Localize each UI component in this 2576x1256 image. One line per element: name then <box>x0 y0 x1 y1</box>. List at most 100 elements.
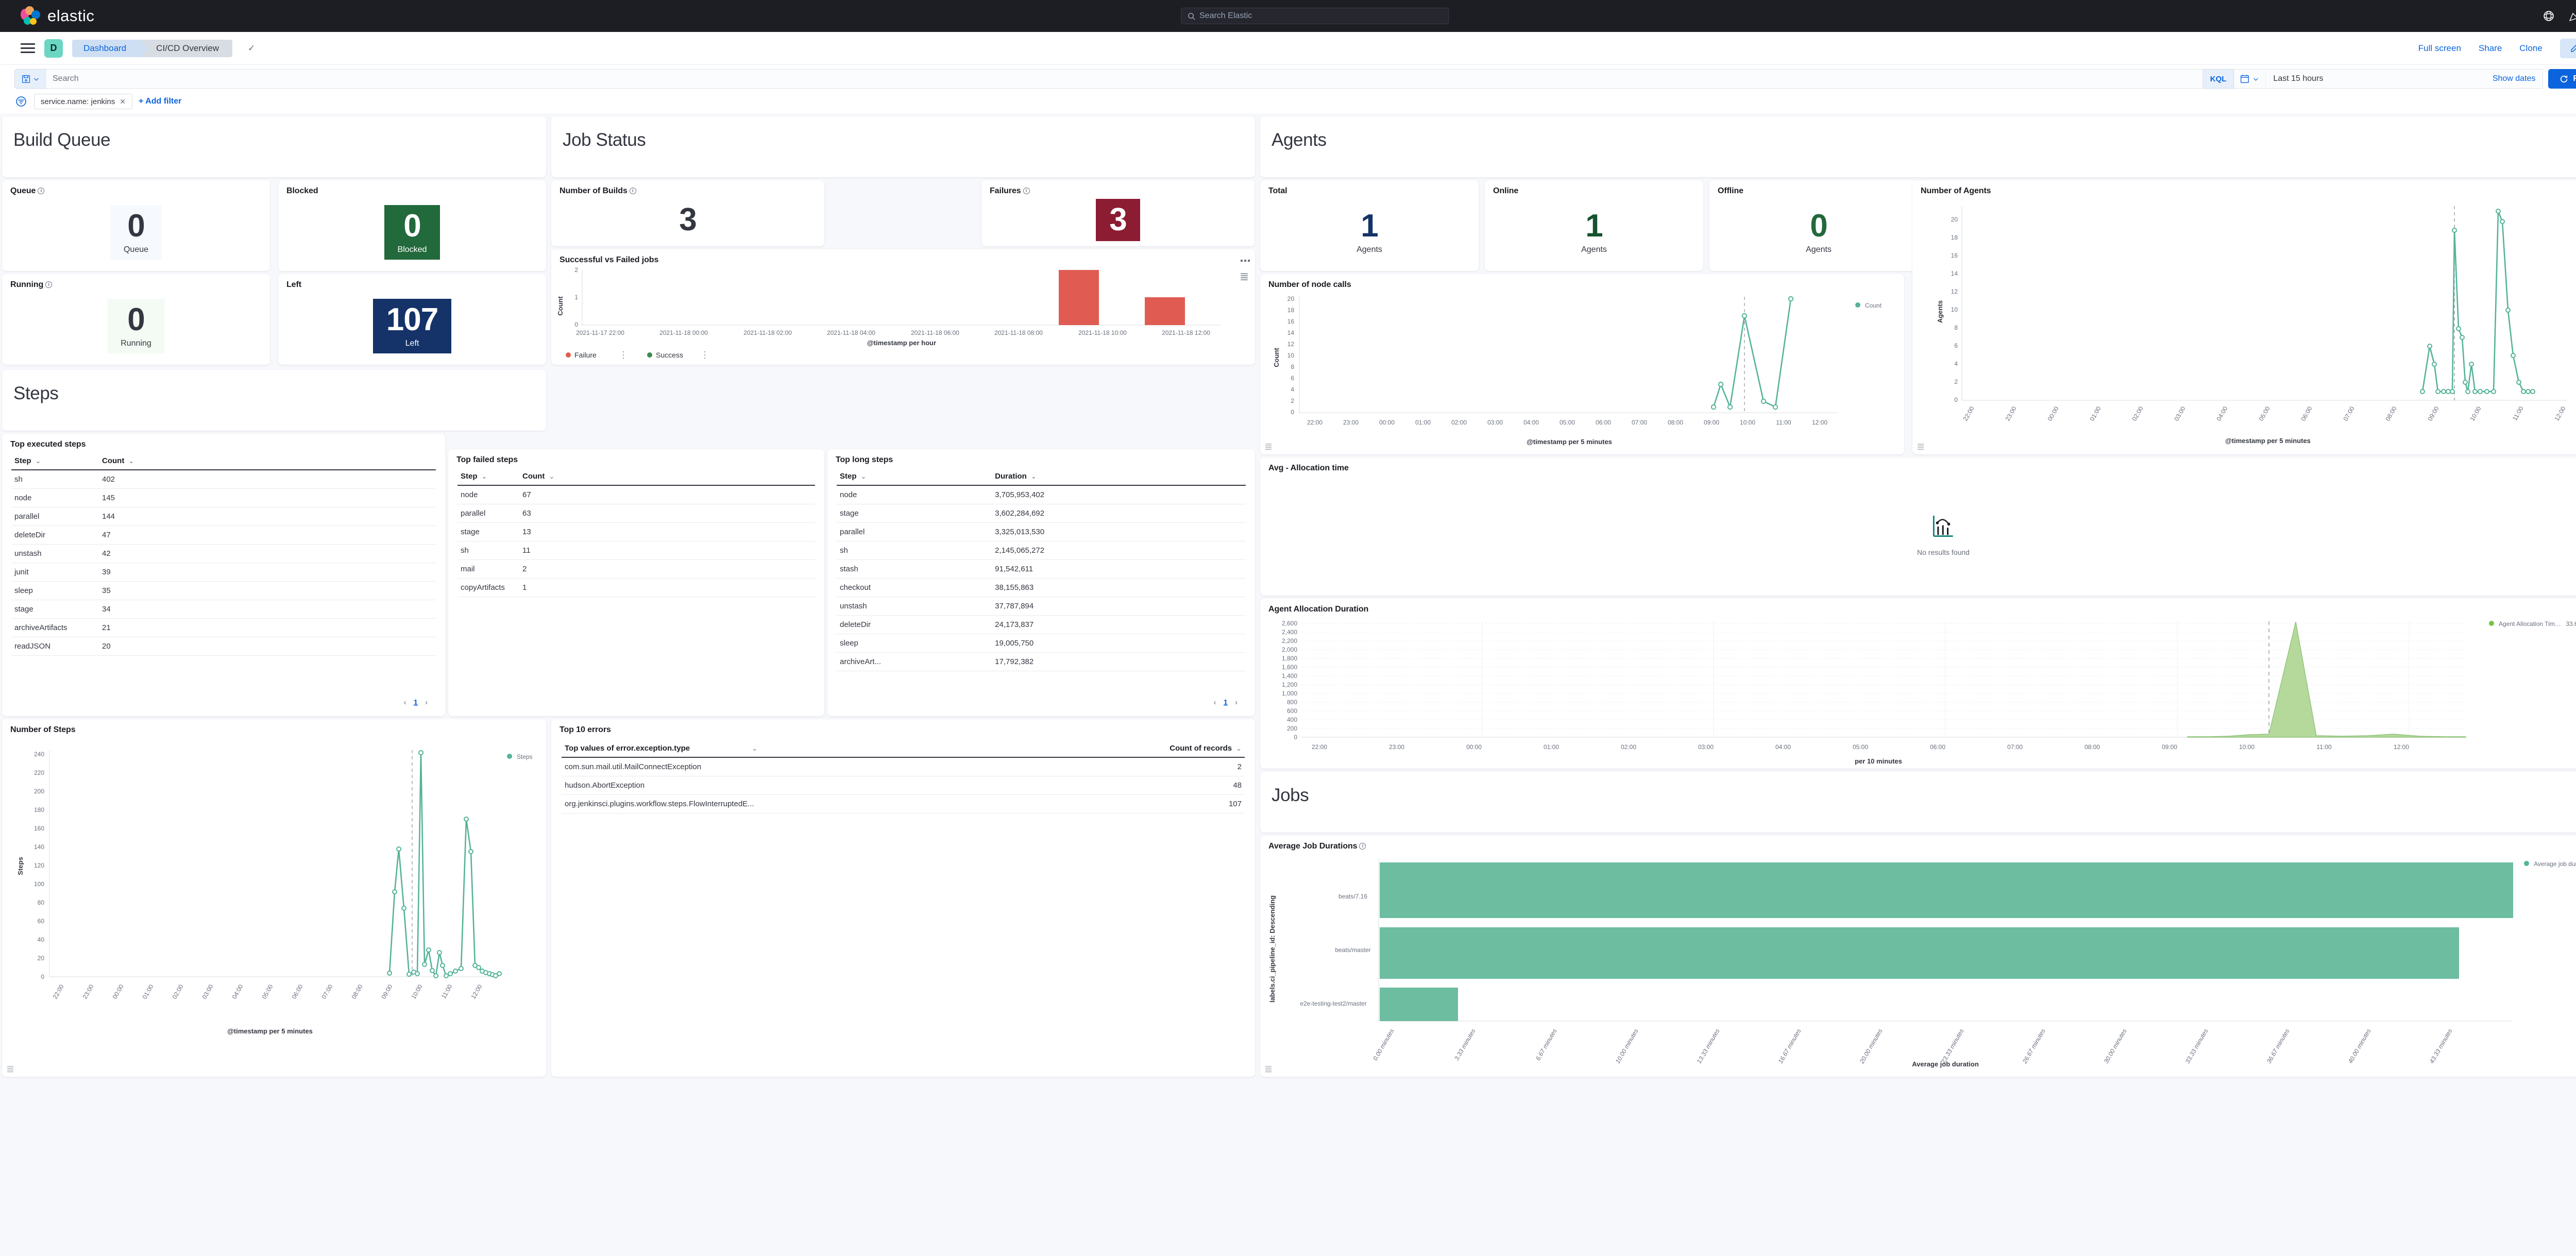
svg-text:22:00: 22:00 <box>51 983 65 1000</box>
svg-text:06:00: 06:00 <box>2299 405 2313 422</box>
panel-agent-allocation-duration[interactable]: Agent Allocation Duration 2,600 2,400 2,20… <box>1260 599 2576 769</box>
pagination[interactable]: ‹ 1 › <box>404 694 435 707</box>
legend-drag-handle[interactable] <box>622 350 626 360</box>
next-page-icon[interactable]: › <box>1235 698 1238 707</box>
show-dates-button[interactable]: Show dates <box>2492 74 2536 83</box>
panel-left[interactable]: Left 107 Left <box>278 274 546 365</box>
filter-pill-service-name[interactable]: service.name: jenkins ✕ <box>34 94 132 109</box>
page-number[interactable]: 1 <box>1223 698 1228 707</box>
panel-number-of-builds[interactable]: Number of Builds i 3 <box>551 180 824 246</box>
panel-number-of-steps[interactable]: Number of Steps 240 220 200 180 160 140 120 1… <box>2 719 546 1077</box>
empty-state: No results found <box>1260 473 2576 596</box>
legend-list-icon[interactable] <box>1917 443 1925 451</box>
svg-text:10: 10 <box>1951 306 1958 313</box>
column-header-step[interactable]: Step ⌄ <box>11 452 99 470</box>
section-title-jobs: Jobs <box>1272 785 1309 805</box>
panel-top-long-steps[interactable]: Top long steps Step ⌄ Duration ⌄ node 3,705… <box>827 449 1255 716</box>
panel-number-of-agents[interactable]: Number of Agents 20 18 16 14 12 10 8 6 4… <box>1912 180 2576 454</box>
legend-toggle-icon[interactable] <box>1240 272 1250 282</box>
column-header-duration[interactable]: Duration ⌄ <box>992 468 1246 486</box>
panel-jobs-header: Jobs <box>1260 772 2576 833</box>
date-picker[interactable]: Last 15 hours Show dates <box>2234 69 2544 89</box>
legend-drag-handle[interactable] <box>704 350 708 360</box>
info-icon[interactable]: i <box>1023 188 1030 194</box>
svg-text:10:00: 10:00 <box>1740 419 1755 426</box>
breadcrumb-item-current[interactable]: CI/CD Overview <box>140 39 233 57</box>
info-icon[interactable]: i <box>45 281 53 288</box>
column-header-error-type[interactable]: Top values of error.exception.type ⌄ <box>562 740 1026 758</box>
metric-total-label: Agents <box>1357 245 1382 254</box>
info-icon[interactable]: i <box>629 188 636 194</box>
refresh-button[interactable]: Refresh <box>2548 69 2576 89</box>
legend-item-failure[interactable]: Failure <box>566 351 622 359</box>
chart-successful-vs-failed-jobs: 2 1 0 Count 2021-11-17 22:00 2021-11-18 … <box>556 266 1221 347</box>
column-header-step[interactable]: Step ⌄ <box>457 468 519 486</box>
panel-menu-icon[interactable] <box>1241 256 1250 265</box>
calendar-button[interactable] <box>2234 70 2266 88</box>
svg-text:1,200: 1,200 <box>1282 681 1297 688</box>
panel-number-of-node-calls[interactable]: Number of node calls 20 18 16 14 12 10 8… <box>1260 274 1904 454</box>
next-page-icon[interactable]: › <box>425 698 428 707</box>
panel-successful-vs-failed-jobs[interactable]: Successful vs Failed jobs 2 1 0 Count 20… <box>551 249 1255 365</box>
table-row: archiveArt... 17,792,382 <box>837 652 1246 671</box>
pagination[interactable]: ‹ 1 › <box>1214 694 1245 707</box>
saved-query-button[interactable] <box>14 69 46 89</box>
add-filter-button[interactable]: + Add filter <box>138 97 182 106</box>
column-header-count-of-records[interactable]: Count of records ⌄ <box>1026 740 1245 758</box>
panel-total-agents[interactable]: Total 1 Agents <box>1260 180 1479 271</box>
legend-item-success[interactable]: Success <box>647 351 704 359</box>
svg-text:11:00: 11:00 <box>1776 419 1791 426</box>
date-range-value[interactable]: Last 15 hours <box>2273 74 2324 83</box>
table-row: copyArtifacts 1 <box>457 578 815 597</box>
panel-title-agent-allocation-duration: Agent Allocation Duration <box>1268 605 1369 614</box>
panel-running[interactable]: Running i 0 Running <box>2 274 270 365</box>
edit-button[interactable]: Edit <box>2560 38 2576 58</box>
announcements-icon[interactable] <box>2568 9 2576 23</box>
metric-total: 1 Agents <box>1343 205 1396 260</box>
panel-top-executed-steps[interactable]: Top executed steps Step ⌄ Count ⌄ sh 402 no… <box>2 434 445 716</box>
prev-page-icon[interactable]: ‹ <box>403 698 406 707</box>
table-row: stage 13 <box>457 522 815 541</box>
search-input[interactable]: Search <box>46 69 2203 89</box>
panel-avg-allocation-time[interactable]: Avg - Allocation time No results found <box>1260 457 2576 596</box>
legend-list-icon[interactable] <box>6 1065 14 1073</box>
column-header-count[interactable]: Count ⌄ <box>99 452 166 470</box>
page-number[interactable]: 1 <box>413 698 418 707</box>
dashboard-grid: Build Queue Queue i 0 Queue Blocked 0 Blo… <box>0 113 2576 1082</box>
full-screen-button[interactable]: Full screen <box>2418 43 2461 53</box>
svg-text:120: 120 <box>34 862 44 869</box>
elastic-logo[interactable]: elastic <box>21 6 94 26</box>
metric-blocked: 0 Blocked <box>384 205 440 260</box>
legend-list-icon[interactable] <box>1264 443 1273 451</box>
help-icon[interactable] <box>2542 9 2555 23</box>
global-search-input[interactable]: Search Elastic <box>1181 8 1449 24</box>
panel-average-job-durations[interactable]: Average Job Durations i labels.ci_pipelin… <box>1260 836 2576 1077</box>
query-bar: Search KQL Last 15 hours Show dates Refr… <box>0 65 2576 113</box>
prev-page-icon[interactable]: ‹ <box>1213 698 1216 707</box>
breadcrumb-item-dashboard[interactable]: Dashboard <box>72 39 148 57</box>
panel-top-failed-steps[interactable]: Top failed steps Step ⌄ Count ⌄ node 67 par… <box>448 449 824 716</box>
legend-list-icon[interactable] <box>1264 1065 1273 1073</box>
svg-text:43.33 minutes: 43.33 minutes <box>2428 1028 2454 1065</box>
close-icon[interactable]: ✕ <box>120 97 126 106</box>
svg-text:1,400: 1,400 <box>1282 672 1297 680</box>
panel-queue[interactable]: Queue i 0 Queue <box>2 180 270 271</box>
info-icon[interactable]: i <box>1359 843 1366 850</box>
share-button[interactable]: Share <box>2478 43 2502 53</box>
clone-button[interactable]: Clone <box>2519 43 2543 53</box>
info-icon[interactable]: i <box>38 188 45 194</box>
panel-top-10-errors[interactable]: Top 10 errors Top values of error.except… <box>551 719 1255 1077</box>
svg-text:14: 14 <box>1951 270 1958 277</box>
panel-online-agents[interactable]: Online 1 Agents <box>1485 180 1703 271</box>
panel-offline-agents[interactable]: Offline 0 Agents <box>1709 180 1928 271</box>
filter-icon[interactable] <box>14 95 28 108</box>
column-header-step[interactable]: Step ⌄ <box>837 468 992 486</box>
menu-icon[interactable] <box>21 43 35 53</box>
query-language-button[interactable]: KQL <box>2202 69 2234 89</box>
panel-blocked[interactable]: Blocked 0 Blocked <box>278 180 546 271</box>
column-header-count[interactable]: Count ⌄ <box>519 468 576 486</box>
panel-failures[interactable]: Failures i 3 <box>981 180 1255 246</box>
table-row: unstash 42 <box>11 544 436 563</box>
svg-text:8: 8 <box>1954 324 1958 331</box>
svg-text:600: 600 <box>1287 707 1297 715</box>
